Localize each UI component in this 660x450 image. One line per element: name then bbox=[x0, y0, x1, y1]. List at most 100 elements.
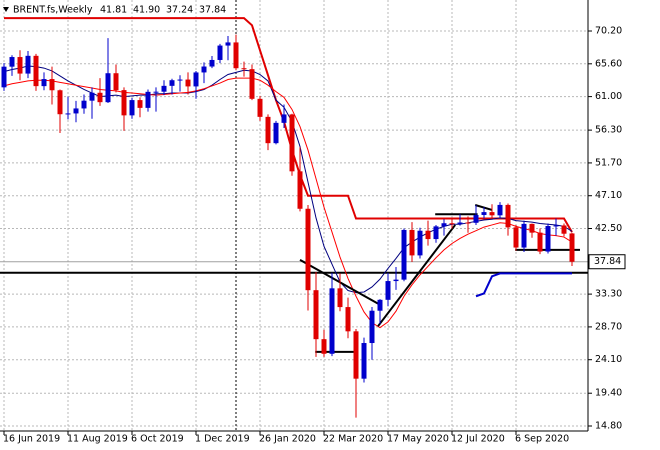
candle-body bbox=[241, 68, 247, 70]
candle-body bbox=[305, 208, 311, 291]
candle-body bbox=[193, 72, 199, 87]
candle-body bbox=[25, 55, 31, 74]
candle-body bbox=[129, 100, 135, 116]
candle-body bbox=[313, 290, 319, 340]
y-tick-label: 14.80 bbox=[595, 421, 622, 432]
labels: 41.81 41.90 37.24 37.84 70.20 65.60 61.00 56.30… bbox=[3, 5, 626, 445]
candle-body bbox=[1, 66, 7, 88]
candle-body bbox=[537, 232, 543, 252]
candle-body bbox=[297, 171, 303, 209]
marks bbox=[0, 17, 588, 418]
candle-body bbox=[385, 281, 391, 300]
candle-body bbox=[145, 91, 151, 108]
x-tick-label: 11 Aug 2019 bbox=[67, 434, 128, 445]
candle-body bbox=[201, 66, 207, 73]
candle-body bbox=[73, 108, 79, 114]
header-arrow bbox=[3, 7, 9, 12]
candle-body bbox=[225, 42, 231, 46]
candle-body bbox=[345, 307, 351, 332]
candle-body bbox=[441, 223, 447, 227]
header-ohlc-value: 41.90 bbox=[133, 5, 160, 16]
y-tick-label: 33.30 bbox=[595, 289, 622, 300]
candle-body bbox=[393, 279, 399, 282]
y-tick-label: 47.10 bbox=[595, 190, 622, 201]
candle-body bbox=[49, 79, 55, 91]
candle-body bbox=[57, 90, 63, 115]
indicator-line bbox=[3, 77, 573, 329]
candle-body bbox=[185, 79, 191, 87]
candle-body bbox=[97, 92, 103, 103]
trendline bbox=[377, 224, 456, 327]
candle-body bbox=[41, 79, 47, 87]
header-ohlc-value: 37.84 bbox=[199, 5, 226, 16]
x-tick-label: 16 Jun 2019 bbox=[3, 434, 60, 445]
candle-body bbox=[497, 204, 503, 216]
candle-body bbox=[273, 122, 279, 144]
y-tick-label: 70.20 bbox=[595, 26, 622, 37]
candle-body bbox=[505, 204, 511, 228]
candle-body bbox=[257, 98, 263, 117]
candle-body bbox=[465, 222, 471, 224]
y-tick-label: 19.40 bbox=[595, 388, 622, 399]
candle-body bbox=[353, 331, 359, 379]
candle-body bbox=[105, 73, 111, 103]
header-ohlc-value: 37.24 bbox=[166, 5, 193, 16]
candle-body bbox=[409, 229, 415, 256]
candle-body bbox=[369, 310, 375, 344]
candle-body bbox=[489, 212, 495, 216]
candle-body bbox=[513, 227, 519, 248]
candle-body bbox=[89, 92, 95, 101]
candle-body bbox=[153, 91, 159, 93]
candle-body bbox=[217, 45, 223, 60]
candle-body bbox=[545, 226, 551, 252]
candle-body bbox=[481, 212, 487, 215]
chart-title: BRENT.fs,Weekly bbox=[13, 5, 93, 16]
candle-body bbox=[249, 69, 255, 99]
candle-body bbox=[177, 79, 183, 81]
candle-body bbox=[281, 114, 287, 123]
last-price-label: 37.84 bbox=[594, 256, 621, 267]
candle-body bbox=[137, 100, 143, 108]
candle-body bbox=[113, 73, 119, 91]
x-tick-label: 26 Jan 2020 bbox=[259, 434, 316, 445]
candle-body bbox=[457, 222, 463, 224]
candle-body bbox=[473, 214, 479, 223]
x-tick-label: 6 Sep 2020 bbox=[515, 434, 569, 445]
candle-body bbox=[425, 230, 431, 240]
candle-body bbox=[65, 113, 71, 115]
candle-body bbox=[161, 85, 167, 92]
candle-body bbox=[417, 230, 423, 256]
candle-body bbox=[321, 339, 327, 354]
x-tick-label: 17 May 2020 bbox=[387, 434, 449, 445]
y-tick-label: 24.10 bbox=[595, 354, 622, 365]
x-tick-label: 12 Jul 2020 bbox=[451, 434, 505, 445]
y-tick-label: 56.30 bbox=[595, 125, 622, 136]
candle-body bbox=[529, 223, 535, 233]
y-tick-label: 42.50 bbox=[595, 223, 622, 234]
candle-body bbox=[521, 223, 527, 248]
candle-body bbox=[449, 223, 455, 225]
candle-body bbox=[433, 226, 439, 240]
candle-body bbox=[337, 288, 343, 308]
header-ohlc-value: 41.81 bbox=[100, 5, 127, 16]
candle-body bbox=[169, 80, 175, 86]
y-tick-label: 65.60 bbox=[595, 58, 622, 69]
y-tick-label: 28.70 bbox=[595, 321, 622, 332]
candle-body bbox=[121, 90, 127, 116]
candle-body bbox=[233, 42, 239, 69]
x-tick-label: 22 Mar 2020 bbox=[323, 434, 383, 445]
candle-body bbox=[265, 116, 271, 144]
last-price-box bbox=[588, 254, 626, 270]
candle-body bbox=[569, 233, 575, 262]
candle-body bbox=[401, 229, 407, 280]
candle-body bbox=[209, 59, 215, 67]
candle-body bbox=[81, 100, 87, 109]
candle-body bbox=[289, 114, 295, 172]
candle-body bbox=[329, 288, 335, 354]
candle-body bbox=[553, 225, 559, 227]
candle-body bbox=[33, 55, 39, 87]
indicator-line bbox=[475, 272, 572, 298]
candle-body bbox=[561, 225, 567, 234]
